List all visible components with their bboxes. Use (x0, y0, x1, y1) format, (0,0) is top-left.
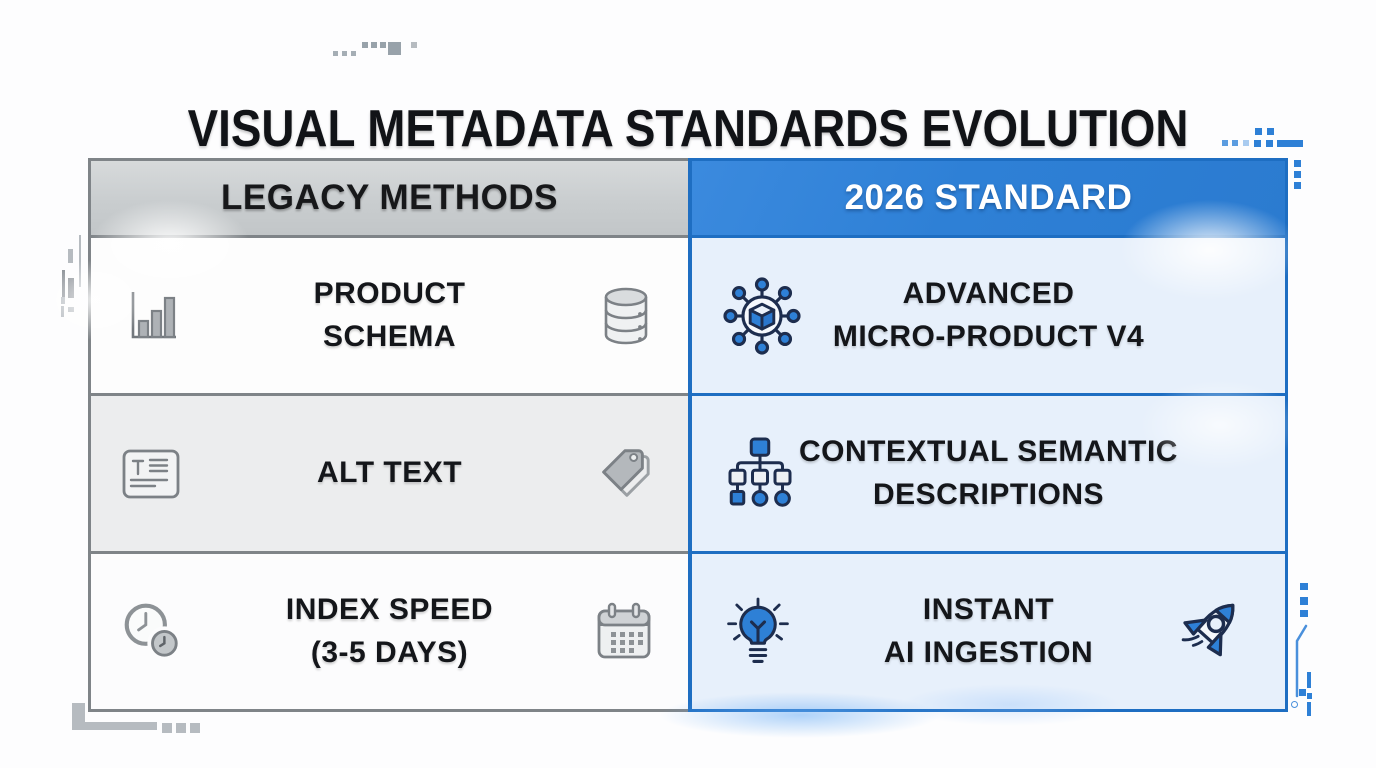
cell-standard-ai-ingestion: INSTANT AI INGESTION (688, 554, 1288, 712)
cell-standard-semantic-descriptions: CONTEXTUAL SEMANTIC DESCRIPTIONS (688, 396, 1288, 554)
cell-legacy-product-schema: PRODUCT SCHEMA (88, 238, 688, 396)
table-row: ALT TEXT (88, 396, 1288, 554)
cell-legacy-index-speed: INDEX SPEED (3-5 DAYS) (88, 554, 688, 712)
bar-chart-icon (119, 286, 185, 346)
legacy-header-label: LEGACY METHODS (221, 178, 558, 217)
page-title: VISUAL METADATA STANDARDS EVOLUTION (187, 99, 1189, 158)
standard-header-label: 2026 STANDARD (844, 178, 1133, 217)
document-text-icon (119, 446, 183, 502)
lightbulb-icon (720, 592, 796, 672)
column-header-2026-standard: 2026 STANDARD (688, 158, 1288, 238)
tags-icon (592, 443, 654, 505)
table-row: PRODUCT SCHEMA (88, 238, 1288, 396)
table-header-row: LEGACY METHODS 2026 STANDARD (88, 158, 1288, 238)
network-cube-icon (720, 274, 804, 358)
cell-label: CONTEXTUAL SEMANTIC DESCRIPTIONS (799, 434, 1178, 511)
rocket-icon (1171, 592, 1251, 672)
clock-icon (119, 599, 185, 665)
tree-hierarchy-icon (720, 434, 800, 514)
calendar-icon (594, 601, 654, 663)
column-header-legacy: LEGACY METHODS (88, 158, 688, 238)
cell-label: INSTANT AI INGESTION (883, 592, 1094, 669)
cell-label: PRODUCT SCHEMA (313, 276, 466, 353)
cell-standard-micro-product: ADVANCED MICRO-PRODUCT V4 (688, 238, 1288, 396)
comparison-table: LEGACY METHODS 2026 STANDARD PRODUCT SCH… (88, 158, 1288, 712)
table-row: INDEX SPEED (3-5 DAYS) (88, 554, 1288, 712)
cell-label: INDEX SPEED (3-5 DAYS) (285, 592, 494, 669)
cell-label: ALT TEXT (316, 456, 463, 490)
cell-label: ADVANCED MICRO-PRODUCT V4 (832, 276, 1145, 353)
cell-legacy-alt-text: ALT TEXT (88, 396, 688, 554)
database-icon (598, 285, 654, 347)
